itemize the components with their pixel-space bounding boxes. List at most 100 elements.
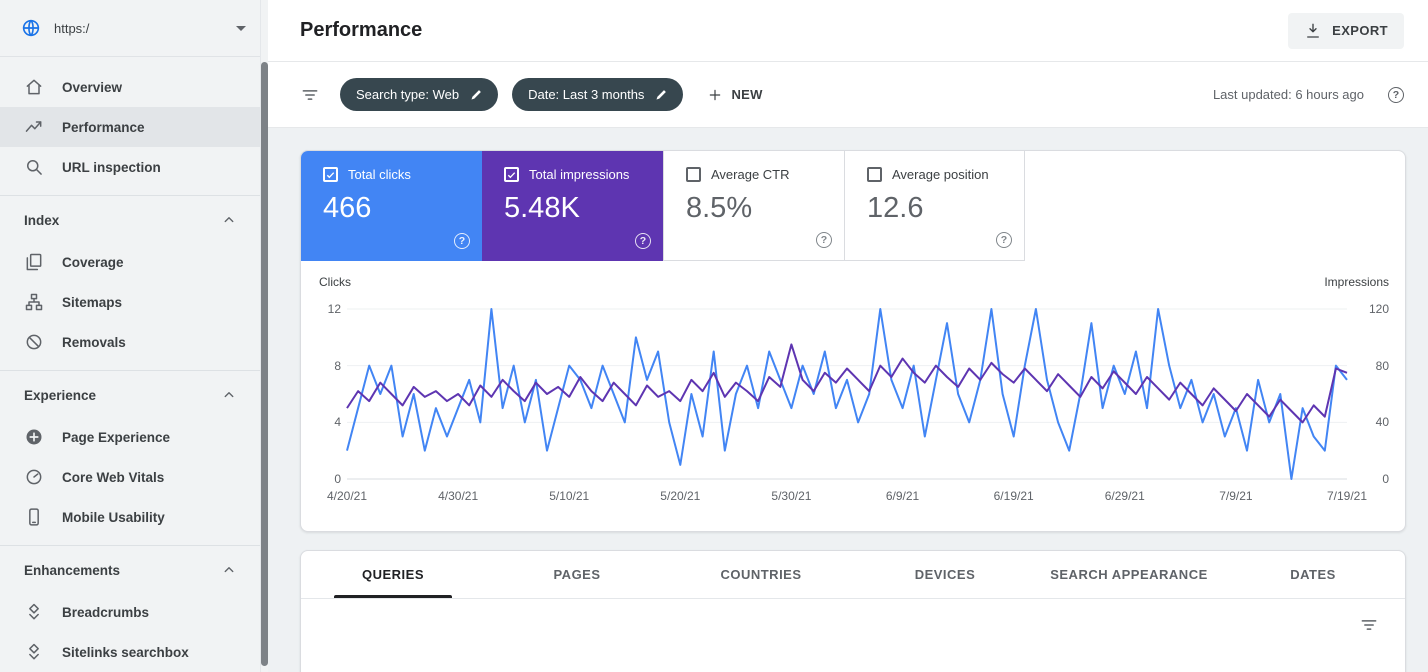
- removals-icon: [24, 332, 44, 352]
- new-filter-button[interactable]: NEW: [697, 79, 772, 111]
- section-header-enhancements[interactable]: Enhancements: [0, 548, 260, 592]
- sidebar-item-coverage[interactable]: Coverage: [0, 242, 260, 282]
- x-axis-label: 5/20/21: [660, 489, 700, 503]
- sidebar-item-performance[interactable]: Performance: [0, 107, 260, 147]
- sidebar-item-removals[interactable]: Removals: [0, 322, 260, 362]
- tab-dates[interactable]: DATES: [1221, 551, 1405, 598]
- sidebar-item-label: Mobile Usability: [62, 510, 165, 525]
- sidebar-item-mobile-usability[interactable]: Mobile Usability: [0, 497, 260, 537]
- pencil-icon: [654, 87, 669, 102]
- tab-queries[interactable]: QUERIES: [301, 551, 485, 598]
- tab-pages[interactable]: PAGES: [485, 551, 669, 598]
- chip-label: Search type: Web: [356, 87, 459, 102]
- trending-up-icon: [24, 117, 44, 137]
- metrics-row: Total clicks 466 Total impressions 5.48K: [301, 151, 1405, 261]
- sidebar: https:/ Overview Performance URL inspect…: [0, 0, 260, 672]
- metric-value: 8.5%: [686, 192, 830, 225]
- plus-icon: [707, 87, 723, 103]
- help-icon[interactable]: [635, 233, 651, 249]
- sidebar-item-url-inspection[interactable]: URL inspection: [0, 147, 260, 187]
- chevron-down-icon: [236, 26, 246, 31]
- enhancement-diamond-icon: [24, 602, 44, 622]
- sidebar-item-overview[interactable]: Overview: [0, 67, 260, 107]
- table-filter-icon[interactable]: [1359, 615, 1379, 635]
- performance-card: Total clicks 466 Total impressions 5.48K: [300, 150, 1406, 532]
- sidebar-item-label: Overview: [62, 80, 122, 95]
- pencil-icon: [469, 87, 484, 102]
- sidebar-item-page-experience[interactable]: Page Experience: [0, 417, 260, 457]
- checkbox-unchecked-icon[interactable]: [686, 167, 701, 182]
- checkbox-checked-icon[interactable]: [323, 167, 338, 182]
- tab-devices[interactable]: DEVICES: [853, 551, 1037, 598]
- sidebar-nav: Overview Performance URL inspection Inde…: [0, 57, 260, 672]
- section-header-experience[interactable]: Experience: [0, 373, 260, 417]
- help-icon[interactable]: [1388, 87, 1404, 103]
- metric-card-average-position[interactable]: Average position 12.6: [844, 151, 1025, 261]
- download-icon: [1304, 22, 1322, 40]
- content-area: Total clicks 466 Total impressions 5.48K: [268, 128, 1428, 672]
- home-icon: [24, 77, 44, 97]
- metric-card-total-clicks[interactable]: Total clicks 466: [301, 151, 482, 261]
- x-axis-labels: 4/20/214/30/215/10/215/20/215/30/216/9/2…: [347, 489, 1347, 509]
- metric-label: Total impressions: [529, 167, 629, 182]
- metric-label: Average position: [892, 167, 989, 182]
- checkbox-checked-icon[interactable]: [504, 167, 519, 182]
- property-icon: [20, 17, 42, 39]
- coverage-icon: [24, 252, 44, 272]
- metric-label: Average CTR: [711, 167, 790, 182]
- series-clicks: [347, 309, 1347, 479]
- x-axis-label: 7/19/21: [1327, 489, 1367, 503]
- sidebar-item-sitelinks-searchbox[interactable]: Sitelinks searchbox: [0, 632, 260, 672]
- chevron-up-icon: [220, 561, 238, 579]
- section-title: Experience: [24, 388, 220, 403]
- help-icon[interactable]: [816, 232, 832, 248]
- tab-search-appearance[interactable]: SEARCH APPEARANCE: [1037, 551, 1221, 598]
- metric-card-average-ctr[interactable]: Average CTR 8.5%: [663, 151, 844, 261]
- sidebar-item-label: Breadcrumbs: [62, 605, 149, 620]
- right-axis-title: Impressions: [1324, 275, 1389, 289]
- sidebar-item-core-web-vitals[interactable]: Core Web Vitals: [0, 457, 260, 497]
- x-axis-label: 4/30/21: [438, 489, 478, 503]
- sidebar-item-breadcrumbs[interactable]: Breadcrumbs: [0, 592, 260, 632]
- sidebar-section-enhancements: Enhancements Breadcrumbs Sitelinks searc…: [0, 545, 260, 672]
- sidebar-item-sitemaps[interactable]: Sitemaps: [0, 282, 260, 322]
- chart-svg: [347, 309, 1347, 479]
- scrollbar-thumb[interactable]: [261, 62, 268, 666]
- filter-bar: Search type: Web Date: Last 3 months NEW…: [268, 62, 1428, 128]
- chip-search-type[interactable]: Search type: Web: [340, 78, 498, 111]
- sidebar-item-label: Page Experience: [62, 430, 170, 445]
- checkbox-unchecked-icon[interactable]: [867, 167, 882, 182]
- chip-label: Date: Last 3 months: [528, 87, 644, 102]
- x-axis-label: 5/10/21: [549, 489, 589, 503]
- metric-value: 12.6: [867, 192, 1010, 225]
- section-title: Enhancements: [24, 563, 220, 578]
- x-axis-label: 6/19/21: [994, 489, 1034, 503]
- help-icon[interactable]: [996, 232, 1012, 248]
- sidebar-section-index: Index Coverage Sitemaps Removals: [0, 195, 260, 362]
- x-axis-label: 4/20/21: [327, 489, 367, 503]
- sidebar-item-label: Sitelinks searchbox: [62, 645, 189, 660]
- metric-card-total-impressions[interactable]: Total impressions 5.48K: [482, 151, 663, 261]
- sitemap-icon: [24, 292, 44, 312]
- property-selector[interactable]: https:/: [0, 0, 260, 57]
- table-toolbar: [301, 599, 1405, 651]
- chip-date-range[interactable]: Date: Last 3 months: [512, 78, 683, 111]
- right-axis-ticks: 120 80 40 0: [1353, 309, 1389, 479]
- sidebar-item-label: Removals: [62, 335, 126, 350]
- main-area: Performance EXPORT Search type: Web Date…: [268, 0, 1428, 672]
- section-header-index[interactable]: Index: [0, 198, 260, 242]
- help-icon[interactable]: [454, 233, 470, 249]
- chevron-up-icon: [220, 386, 238, 404]
- x-axis-label: 5/30/21: [771, 489, 811, 503]
- gauge-icon: [24, 467, 44, 487]
- export-button[interactable]: EXPORT: [1288, 13, 1404, 49]
- chart-plot-area[interactable]: [347, 309, 1347, 479]
- export-label: EXPORT: [1332, 23, 1388, 38]
- tab-countries[interactable]: COUNTRIES: [669, 551, 853, 598]
- page-experience-icon: [24, 427, 44, 447]
- page-title: Performance: [300, 19, 1288, 42]
- filter-icon[interactable]: [300, 85, 320, 105]
- new-label: NEW: [731, 87, 762, 102]
- search-icon: [24, 157, 44, 177]
- app-window: https:/ Overview Performance URL inspect…: [0, 0, 1428, 672]
